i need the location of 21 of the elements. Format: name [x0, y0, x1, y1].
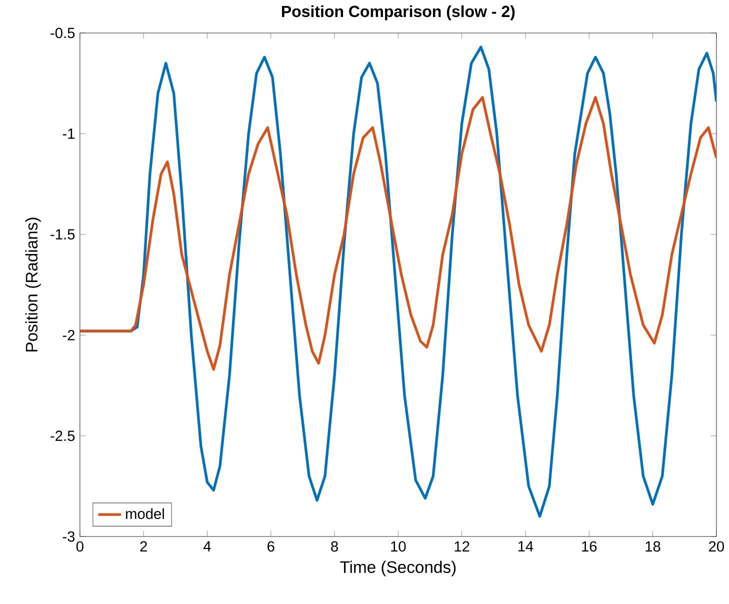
x-tick-label: 12	[454, 541, 470, 552]
x-tick-label: 4	[203, 541, 211, 552]
x-tick-label: 10	[391, 541, 406, 552]
x-axis-title: Time (Seconds)	[340, 560, 456, 576]
x-tick-label: 6	[268, 541, 274, 552]
y-tick-label: -3	[62, 531, 75, 542]
y-tick-label: -1	[62, 128, 75, 138]
x-tick-label: 8	[331, 541, 338, 552]
x-tick-label: 20	[708, 541, 724, 552]
y-tick-label: -2	[62, 330, 74, 340]
x-tick-label: 14	[518, 541, 534, 552]
y-axis-title: Position (Radians)	[25, 218, 41, 352]
x-tick-label: 18	[646, 541, 660, 552]
y-tick-label: -1.5	[50, 229, 75, 240]
x-tick-label: 0	[76, 541, 84, 552]
x-tick-label: 16	[582, 541, 597, 552]
y-tick-label: -0.5	[50, 28, 75, 38]
legend-label: model	[126, 508, 164, 519]
x-tick-label: 2	[140, 541, 147, 552]
y-tick-label: -2.5	[50, 430, 75, 441]
chart-title: Position Comparison (slow - 2)	[282, 5, 515, 20]
